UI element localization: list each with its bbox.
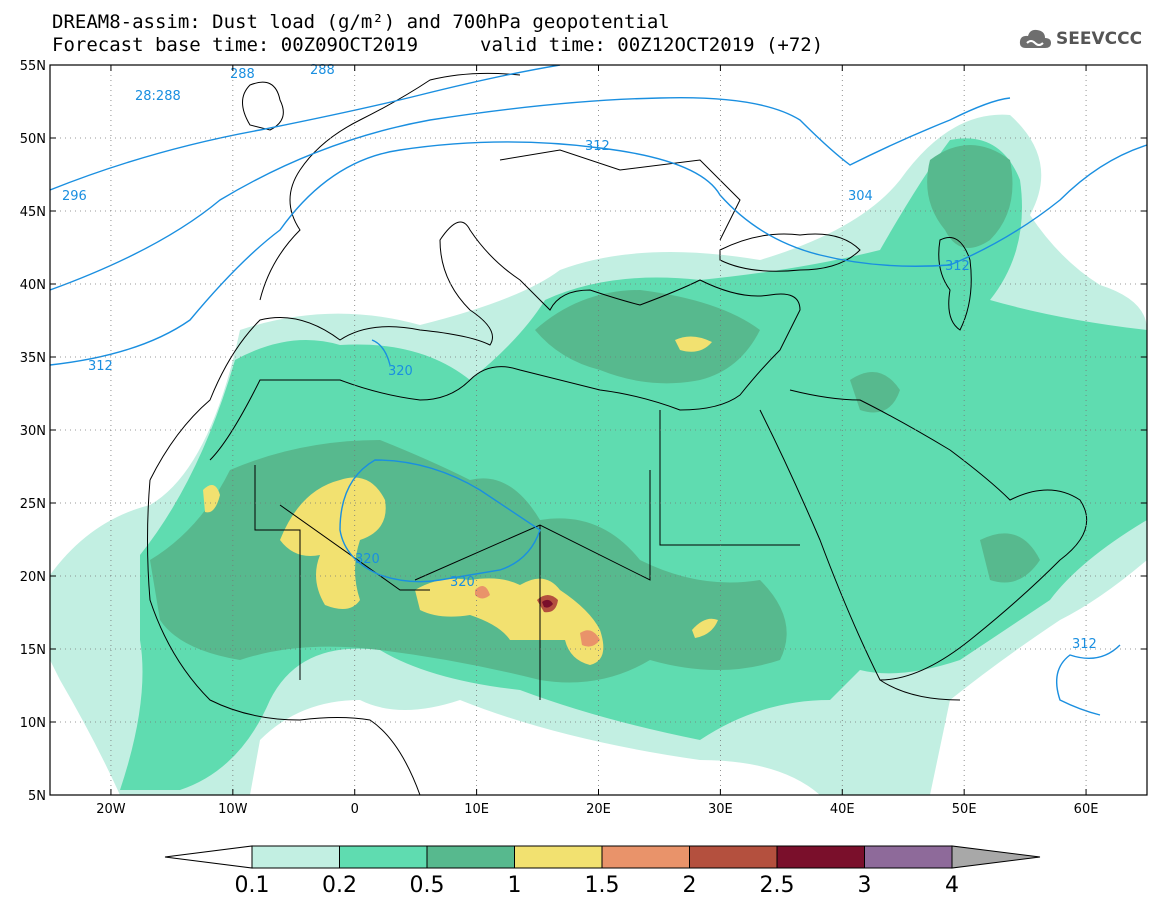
contour-296 xyxy=(50,65,561,191)
lat-label: 30N xyxy=(20,424,46,439)
coastline-europe xyxy=(149,221,801,481)
dust-band-03e xyxy=(980,533,1040,583)
dust-band-1e xyxy=(675,336,712,352)
contour-label: 312 xyxy=(585,139,610,154)
forecast-base-time: Forecast base time: 00Z09OCT2019 xyxy=(52,34,419,56)
contour-label: 320 xyxy=(355,552,380,567)
axes: 55N 50N 45N 40N 35N 30N 25N 20N 15N 10N 5N 20W 10W 0 1… xyxy=(20,59,1147,817)
border-eastern-europe xyxy=(499,149,741,241)
cloud-icon xyxy=(1019,29,1051,48)
contour-label: 320 xyxy=(388,364,413,379)
colorbar-segment xyxy=(339,845,428,869)
dust-band-1 xyxy=(280,477,386,609)
colorbar-label: 4 xyxy=(945,873,959,898)
valid-time: valid time: 00Z12OCT2019 (+72) xyxy=(480,34,824,56)
colorbar-label: 1 xyxy=(508,873,522,898)
lon-label: 50E xyxy=(952,802,977,817)
contour-label: 288 xyxy=(230,67,255,82)
geopotential-contours xyxy=(50,65,1147,716)
lat-label: 20N xyxy=(20,570,46,585)
lat-label: 5N xyxy=(28,789,46,804)
colorbar: 0.1 0.2 0.5 1 1.5 2 2.5 3 4 xyxy=(164,845,1041,898)
contour-label: 312 xyxy=(945,259,970,274)
lat-label: 25N xyxy=(20,497,46,512)
border-sahara-4 xyxy=(659,410,800,546)
coastline-caspian xyxy=(938,237,972,331)
colorbar-label: 2.5 xyxy=(760,873,795,898)
contour-label: 288 xyxy=(310,63,335,78)
colorbar-label: 2 xyxy=(683,873,697,898)
dust-band-15 xyxy=(475,586,490,599)
contour-label: 312 xyxy=(88,359,113,374)
dust-band-1c xyxy=(203,485,220,513)
dust-band-03c xyxy=(927,145,1013,248)
coastline-nw-europe xyxy=(259,72,521,301)
contour-label: 312 xyxy=(1072,637,1097,652)
coastline-arabia xyxy=(789,389,1088,681)
colorbar-segment xyxy=(251,845,340,869)
coastline-uk xyxy=(242,81,284,131)
border-sahara-1 xyxy=(254,465,301,680)
lat-label: 50N xyxy=(20,132,46,147)
contour-label: 304 xyxy=(848,189,873,204)
colorbar-segment xyxy=(689,845,778,869)
colorbar-segment xyxy=(426,845,515,869)
dust-band-03b xyxy=(535,290,760,384)
coastline-west-africa xyxy=(147,479,421,795)
colorbar-label: 0.1 xyxy=(235,873,270,898)
dust-band-25 xyxy=(542,599,553,608)
lat-label: 10N xyxy=(20,716,46,731)
colorbar-segment xyxy=(514,845,603,869)
lon-label: 40E xyxy=(830,802,855,817)
border-sahara-3 xyxy=(414,470,651,581)
logo-text: SEEVCCC xyxy=(1056,29,1143,49)
coastline-red-sea xyxy=(759,409,961,701)
lat-label: 35N xyxy=(20,351,46,366)
colorbar-under-triangle xyxy=(164,845,253,869)
colorbar-segment xyxy=(601,845,690,869)
lat-label: 55N xyxy=(20,59,46,74)
lat-label: 40N xyxy=(20,278,46,293)
lon-label: 30E xyxy=(708,802,733,817)
contour-label: 28:288 xyxy=(135,89,181,104)
lon-label: 10W xyxy=(218,802,248,817)
dust-band-1d xyxy=(692,618,718,638)
contour-312-mid xyxy=(50,141,1147,366)
lon-label: 60E xyxy=(1074,802,1099,817)
coastline-black-sea xyxy=(719,233,861,272)
dust-band-15b xyxy=(580,630,600,647)
contour-312-east xyxy=(1056,644,1121,716)
gridlines xyxy=(50,65,1147,795)
lon-label: 20E xyxy=(586,802,611,817)
contour-label: 296 xyxy=(62,189,87,204)
lon-label: 10E xyxy=(464,802,489,817)
seevccc-logo: SEEVCCC xyxy=(1018,26,1142,52)
colorbar-label: 1.5 xyxy=(585,873,620,898)
lat-label: 45N xyxy=(20,205,46,220)
lon-label: 20W xyxy=(96,802,126,817)
colorbar-segment xyxy=(864,845,953,869)
contour-label: 320 xyxy=(450,575,475,590)
map-title: DREAM8-assim: Dust load (g/m²) and 700hP… xyxy=(52,11,670,33)
contour-320-north xyxy=(371,339,391,366)
colorbar-label: 3 xyxy=(858,873,872,898)
lon-label: 0 xyxy=(351,802,359,817)
dust-field xyxy=(50,114,1147,795)
contour-320-sahara xyxy=(339,459,541,583)
colorbar-over-triangle xyxy=(951,845,1041,869)
dust-band-03d xyxy=(850,372,900,413)
coastlines xyxy=(147,72,1088,795)
colorbar-label: 0.5 xyxy=(410,873,445,898)
colorbar-segment xyxy=(776,845,865,869)
lat-label: 15N xyxy=(20,643,46,658)
contour-312-west xyxy=(50,97,1011,291)
colorbar-label: 0.2 xyxy=(322,873,357,898)
border-sahara-2 xyxy=(279,504,430,591)
